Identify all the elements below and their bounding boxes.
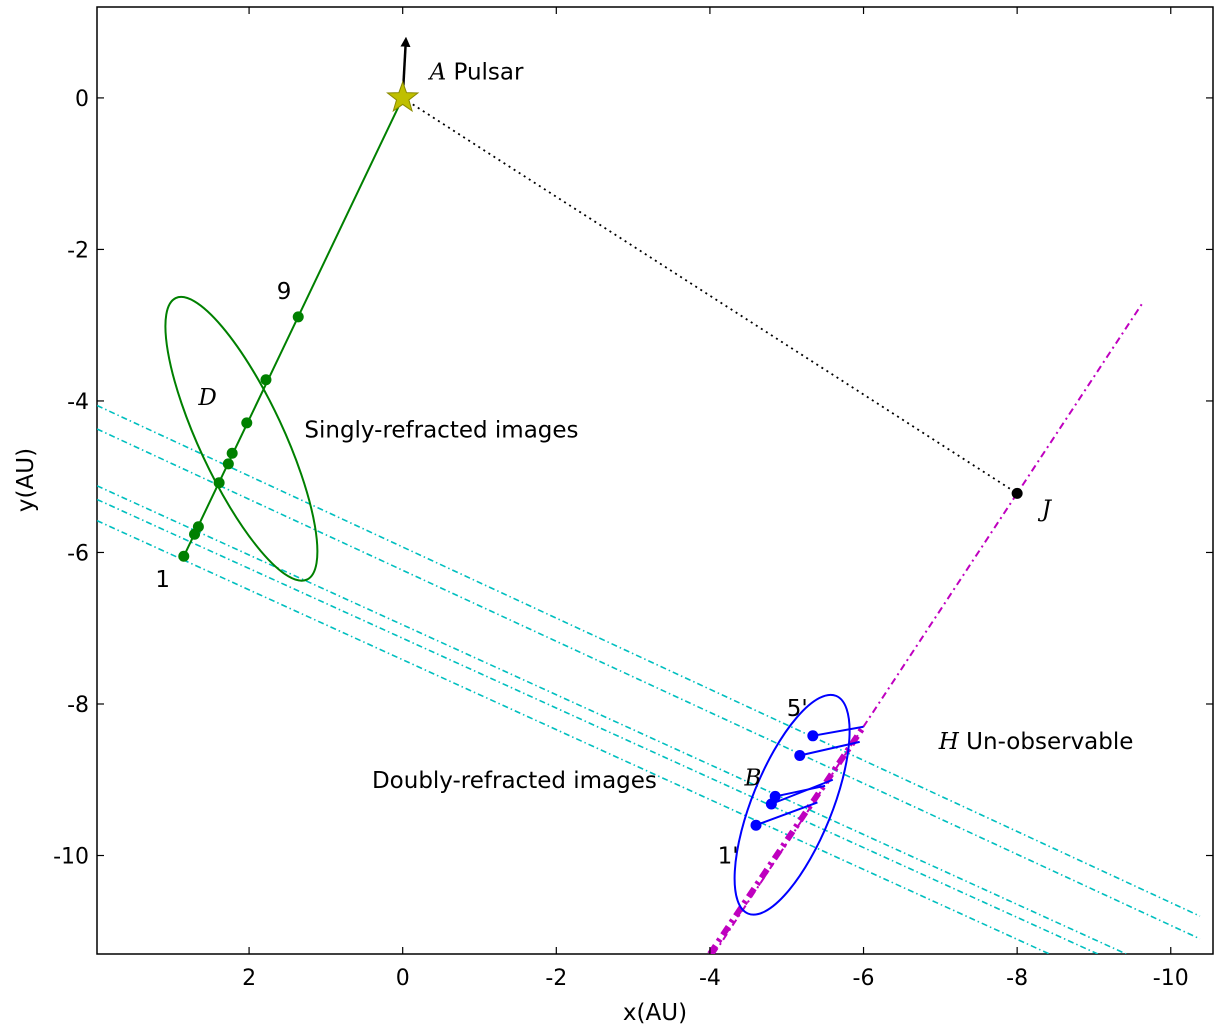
singly-point-5: [222, 458, 234, 470]
annotation-label-H-text: Un-observable: [959, 729, 1134, 755]
annotation-group: A Pulsar 9 D Singly-refracted images 1 J 5' H U…: [155, 59, 1133, 869]
x-axis-label: x(AU): [623, 1000, 687, 1025]
annotation-label-1-text: 1: [155, 567, 170, 593]
point-J: [1011, 487, 1023, 499]
annotation-doubly: Doubly-refracted images: [372, 768, 657, 794]
annotation-label-9-text: 9: [277, 279, 292, 305]
y-tick-label: -2: [67, 238, 89, 263]
pulsar-star-marker: [386, 80, 420, 113]
x-tick-label: -8: [1006, 966, 1028, 991]
annotation-label-1p: 1': [718, 844, 739, 870]
annotation-singly: Singly-refracted images: [304, 418, 578, 444]
doubly-point-4: [794, 750, 806, 762]
annotation-pulsar-text: Pulsar: [446, 59, 524, 85]
cyan-ray-line-2: [97, 428, 1201, 940]
annotation-pulsar-symbol: A: [428, 59, 447, 85]
annotation-label-H-symbol: H: [938, 729, 960, 755]
x-tick-label: -4: [699, 966, 721, 991]
x-tick-label: 0: [396, 966, 410, 991]
doubly-point-5: [807, 730, 819, 742]
singly-point-3: [192, 521, 204, 533]
doubly-segment-3: [774, 784, 826, 798]
axes-group: 2 0 -2 -4 -6 -8 -10 0 -2 -4 -6 -8 -10: [53, 7, 1213, 991]
singly-point-4: [213, 477, 225, 489]
singly-point-1: [178, 550, 190, 562]
cyan-ray-line-5: [97, 519, 1050, 954]
annotation-label-B-symbol: B: [743, 765, 761, 791]
doubly-point-1: [750, 819, 762, 831]
cyan-ray-line-1: [97, 404, 1201, 917]
annotation-label-5p-text: 5': [787, 696, 808, 722]
y-tick-label: 0: [75, 87, 89, 112]
annotation-label-1: 1: [155, 567, 170, 593]
doubly-segment-1: [755, 801, 818, 827]
y-tick-label: -6: [67, 541, 89, 566]
annotation-label-9: 9: [277, 279, 292, 305]
singly-point-8: [260, 374, 272, 386]
singly-point-7: [241, 417, 253, 429]
annotation-label-J-symbol: J: [1038, 497, 1053, 523]
annotation-pulsar: A Pulsar: [428, 59, 524, 85]
plot-area: [96, 6, 1214, 955]
doubly-point-3: [769, 790, 781, 802]
cyan-ray-line-4: [97, 498, 1099, 954]
doubly-ellipse: [733, 693, 851, 916]
y-tick-label: -4: [67, 390, 89, 415]
annotation-label-1p-text: 1': [718, 844, 739, 870]
y-tick-label: -10: [53, 845, 89, 870]
x-tick-label: -2: [545, 966, 567, 991]
doubly-segment-5: [812, 725, 864, 737]
x-tick-label: 2: [242, 966, 256, 991]
y-tick-label: -8: [67, 693, 89, 718]
annotation-doubly-text: Doubly-refracted images: [372, 768, 657, 794]
annotation-singly-text: Singly-refracted images: [304, 418, 578, 444]
annotation-label-D: D: [197, 385, 216, 411]
dotted-line-pulsar-to-J: [402, 97, 1018, 495]
annotation-label-B: B: [743, 765, 761, 791]
x-tick-label: -10: [1153, 966, 1189, 991]
singly-ellipse: [164, 295, 319, 582]
doubly-segment-4: [799, 740, 860, 757]
doubly-segment-2: [770, 778, 834, 805]
plot-content: [97, 36, 1201, 954]
annotation-label-J: J: [1038, 497, 1053, 523]
annotation-label-D-symbol: D: [197, 385, 216, 411]
annotation-label-5p: 5': [787, 696, 808, 722]
singly-point-9: [292, 311, 304, 323]
x-tick-label: -6: [853, 966, 875, 991]
annotation-label-H: H Un-observable: [938, 729, 1134, 755]
singly-point-6: [226, 447, 238, 459]
y-axis-label: y(AU): [13, 448, 39, 512]
